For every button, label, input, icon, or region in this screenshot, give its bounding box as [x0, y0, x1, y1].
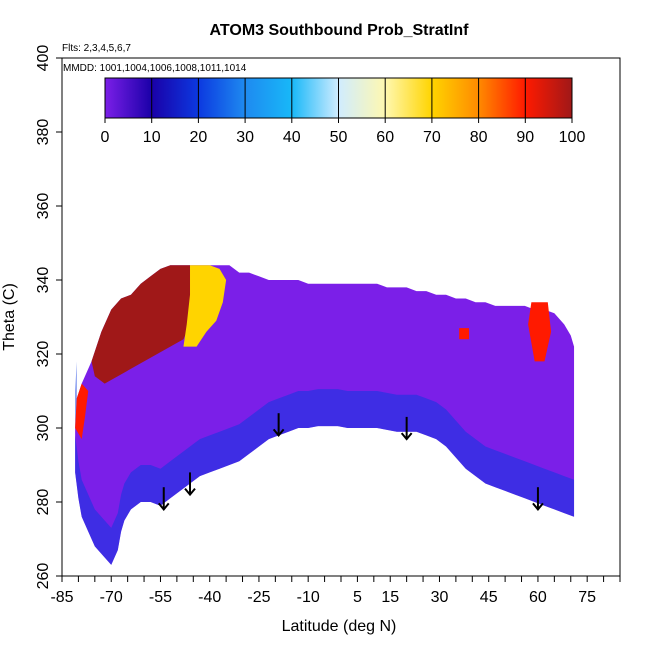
x-tick-label: -85 [50, 589, 73, 606]
sampling-arrow-head [272, 428, 285, 437]
sampling-arrow [184, 472, 196, 497]
sampling-arrow-head [184, 487, 196, 497]
colorbar: 0 10 20 30 40 50 60 70 80 90 100 [101, 77, 586, 146]
sampling-arrow-head [400, 432, 413, 441]
y-tick-label: 320 [35, 341, 52, 368]
high-prob-region [183, 265, 227, 347]
high-prob-region [75, 383, 89, 440]
x-tick-label: 45 [480, 589, 498, 606]
colorbar-tick-label: 10 [143, 129, 161, 146]
y-axis-label: Theta (C) [1, 283, 18, 351]
sampling-arrow [400, 416, 413, 441]
high-prob-region [91, 265, 194, 384]
x-tick-label: 30 [431, 589, 449, 606]
colorbar-tick-label: 20 [190, 129, 208, 146]
colorbar-tick-label: 70 [423, 129, 441, 146]
x-tick-label: 75 [578, 589, 596, 606]
dates-label: MMDD: 1001,1004,1006,1008,1011,1014 [63, 63, 247, 74]
colorbar-tick-label: 40 [283, 129, 301, 146]
x-tick-label: -40 [198, 589, 221, 606]
x-axis-label: Latitude (deg N) [282, 618, 397, 635]
sampling-arrow-head [157, 502, 170, 511]
colorbar-tick-label: 60 [376, 129, 394, 146]
colorbar-tick-label: 50 [330, 129, 348, 146]
lower-band [75, 361, 575, 565]
x-tick-label: 15 [381, 589, 399, 606]
high-prob-region [459, 328, 470, 340]
y-tick-label: 260 [35, 563, 52, 590]
colorbar-ticks: 0 10 20 30 40 50 60 70 80 90 100 [101, 78, 586, 146]
coverage-layer [75, 265, 575, 565]
y-tick-label: 360 [35, 193, 52, 220]
colorbar-tick-label: 80 [470, 129, 488, 146]
x-tick-label: 5 [353, 589, 362, 606]
y-axis: 260 280 300 320 340 360 380 400 [35, 45, 62, 590]
x-tick-label: -70 [100, 589, 123, 606]
y-tick-label: 280 [35, 489, 52, 516]
x-tick-label: -25 [247, 589, 270, 606]
flights-label: Flts: 2,3,4,5,6,7 [62, 43, 131, 54]
chart-title: ATOM3 Southbound Prob_StratInf [210, 22, 470, 39]
y-tick-label: 300 [35, 415, 52, 442]
sampling-arrows [157, 413, 544, 511]
y-tick-label: 380 [35, 119, 52, 146]
colorbar-tick-label: 90 [516, 129, 534, 146]
x-tick-label: 60 [529, 589, 547, 606]
colorbar-tick-label: 100 [559, 129, 586, 146]
y-tick-label: 400 [35, 45, 52, 72]
sampling-arrow-head [532, 502, 544, 511]
x-tick-label: -10 [297, 589, 320, 606]
colorbar-tick-label: 0 [101, 129, 110, 146]
sampling-arrow [272, 413, 285, 437]
sampling-arrow [157, 487, 170, 511]
x-tick-label: -55 [149, 589, 172, 606]
high-prob-region [528, 302, 552, 362]
y-tick-label: 340 [35, 267, 52, 294]
x-axis: -85 -70 -55 -40 -25 -10 5 15 30 45 60 75 [50, 576, 621, 606]
sampling-arrow [532, 487, 544, 511]
colorbar-tick-label: 30 [236, 129, 254, 146]
